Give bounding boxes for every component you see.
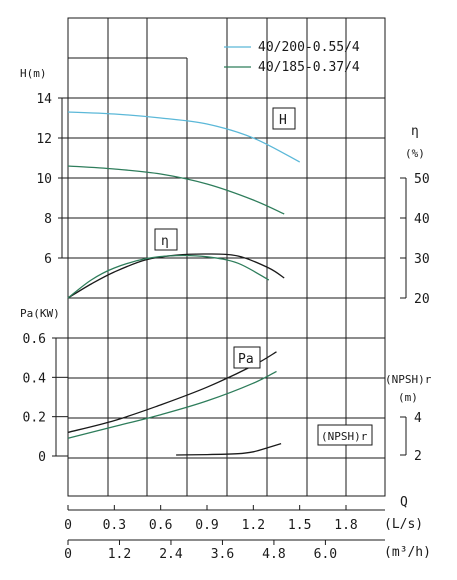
eff-axis-label: η — [411, 124, 419, 139]
curve-npsh-40-200-0-55-4 — [176, 442, 282, 456]
x-ls-tick-label: 0.3 — [103, 518, 126, 533]
eff-tick-label: 20 — [414, 292, 430, 307]
curve-label-H: H — [272, 107, 296, 130]
power-tick-label: 0 — [38, 450, 46, 465]
curves — [67, 111, 300, 456]
eff-tick-label: 50 — [414, 172, 430, 187]
q-label: Q — [400, 495, 408, 510]
x-m3h-tick-label: 6.0 — [314, 547, 337, 562]
curve-label-Pa-text: Pa — [238, 352, 254, 367]
head-tick-label: 14 — [36, 92, 52, 107]
curve-label-npsh: (NPSH)r — [317, 424, 373, 446]
head-tick-label: 8 — [44, 212, 52, 227]
x-m3h-tick-label: 0 — [64, 547, 72, 562]
x-ls-tick-label: 1.8 — [334, 518, 357, 533]
x-m3h-tick-label: 2.4 — [159, 547, 183, 562]
x-unit-ls: (L/s) — [384, 517, 423, 532]
curve-label-npsh-text: (NPSH)r — [321, 430, 368, 443]
eff-axis-unit: (%) — [405, 147, 425, 160]
head-tick-label: 10 — [36, 172, 52, 187]
power-axis-label: Pa(KW) — [20, 307, 60, 320]
curve-label-npsh-box — [317, 424, 373, 446]
curve-label-eta-text: η — [161, 234, 169, 249]
curve-label-H-box — [272, 107, 296, 130]
curve-label-eta: η — [154, 228, 178, 251]
power-tick-label: 0.2 — [23, 411, 46, 426]
npsh-axis-label: (NPSH)r — [385, 373, 432, 386]
x-ls-tick-label: 1.2 — [242, 518, 265, 533]
head-axis-label: H(m) — [20, 67, 47, 80]
npsh-tick-label: 2 — [414, 449, 422, 464]
x-ls-tick-label: 0.9 — [195, 518, 218, 533]
eff-tick-label: 40 — [414, 212, 430, 227]
curve-pa-40-185-0-37-4 — [67, 370, 277, 439]
head-tick-label: 12 — [36, 132, 52, 147]
head-tick-label: 6 — [44, 252, 52, 267]
power-tick-label: 0.6 — [23, 332, 46, 347]
npsh-tick-label: 4 — [414, 411, 422, 426]
x-ls-tick-label: 0 — [64, 518, 72, 533]
power-tick-label: 0.4 — [23, 371, 47, 386]
x-m3h-tick-label: 3.6 — [211, 547, 234, 562]
x-ls-tick-label: 0.6 — [149, 518, 172, 533]
curve-h-40-185-0-37-4 — [67, 165, 285, 215]
chart-grid — [67, 17, 386, 497]
x-m3h-tick-label: 1.2 — [108, 547, 131, 562]
x-ls-tick-label: 1.5 — [288, 518, 311, 533]
legend-entry-2: 40/185-0.37/4 — [258, 60, 360, 75]
legend: 40/200-0.55/4 40/185-0.37/4 — [224, 40, 360, 75]
legend-entry-1: 40/200-0.55/4 — [258, 40, 360, 55]
x-m3h-tick-label: 4.8 — [262, 547, 285, 562]
curve-h-40-200-0-55-4 — [67, 111, 300, 163]
eff-tick-label: 30 — [414, 252, 430, 267]
x-unit-m3h: (m³/h) — [384, 545, 431, 560]
curve-eta-40-185-0-37-4 — [67, 254, 270, 299]
npsh-axis-unit: (m) — [398, 391, 418, 404]
curve-label-Pa: Pa — [233, 346, 261, 369]
curve-eta-40-200-0-55-4 — [67, 253, 285, 299]
curve-label-Pa-box — [233, 346, 261, 369]
curve-label-H-text: H — [279, 113, 287, 128]
curve-label-eta-box — [154, 228, 178, 251]
